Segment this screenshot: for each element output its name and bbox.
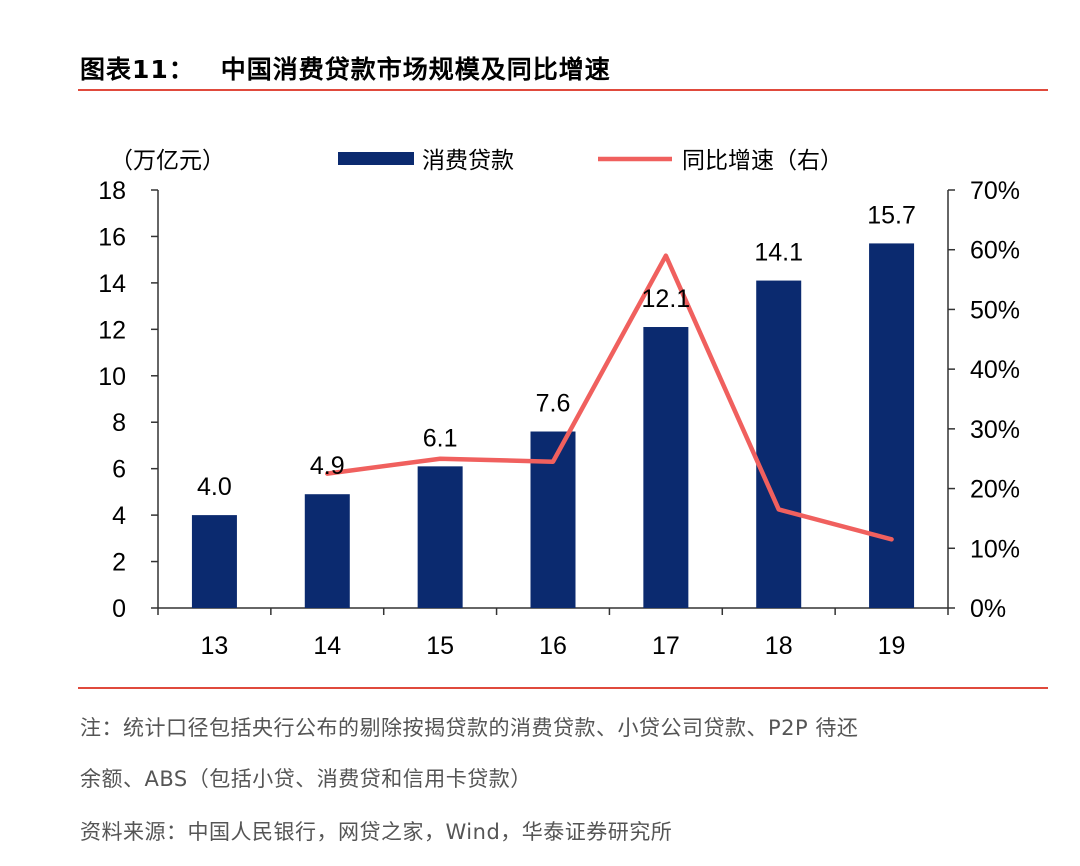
- axes: 0 2 4 6 8 10 12 14 16 18 0% 10% 20% 30% 40% 50% 60% 70% 13…: [98, 148, 1020, 660]
- bar: [756, 280, 802, 608]
- left-axis-tick-label: 16: [98, 223, 126, 251]
- left-axis-tick-label: 12: [98, 316, 126, 344]
- figure-title-text: 中国消费贷款市场规模及同比增速: [220, 55, 611, 84]
- right-axis-tick-label: 40%: [970, 356, 1020, 384]
- figure-title: 图表11： 中国消费贷款市场规模及同比增速: [80, 50, 611, 86]
- x-axis-tick-label: 16: [539, 632, 567, 660]
- bar-value-label: 12.1: [642, 285, 691, 313]
- bar: [191, 515, 237, 608]
- right-axis-tick-label: 70%: [970, 177, 1020, 205]
- bottom-divider: [78, 687, 1048, 689]
- left-axis-tick-label: 10: [98, 363, 126, 391]
- bar: [869, 243, 915, 608]
- right-axis-tick-label: 30%: [970, 416, 1020, 444]
- x-axis-tick-label: 13: [201, 632, 229, 660]
- right-axis-tick-label: 10%: [970, 535, 1020, 563]
- right-axis-tick-label: 60%: [970, 237, 1020, 265]
- legend-label-bar: 消费贷款: [422, 148, 514, 174]
- chart: 消费贷款 同比增速（右） 0 2 4 6 8 10 12 14 16 18 0% 10% 20% 30% 40…: [98, 148, 1020, 660]
- bar: [643, 327, 689, 608]
- bar-value-label: 7.6: [536, 390, 571, 418]
- data-labels: 4.0 4.9 6.1 7.6 12.1 14.1 15.7: [197, 201, 916, 501]
- x-axis-tick-label: 14: [313, 632, 341, 660]
- figure-number: 图表11：: [80, 55, 195, 84]
- note-line-1: 注：统计口径包括央行公布的剔除按揭贷款的消费贷款、小贷公司贷款、P2P 待还: [80, 716, 859, 740]
- source-line: 资料来源：中国人民银行，网贷之家，Wind，华泰证券研究所: [80, 820, 673, 844]
- note-line-2: 余额、ABS（包括小贷、消费贷和信用卡贷款）: [80, 767, 532, 791]
- right-axis-tick-label: 0%: [970, 595, 1006, 623]
- line-series: [325, 253, 894, 542]
- bar-value-label: 4.9: [310, 452, 345, 480]
- legend-label-line: 同比增速（右）: [682, 148, 843, 174]
- legend: 消费贷款 同比增速（右）: [338, 148, 843, 174]
- top-divider: [78, 89, 1048, 91]
- left-axis-tick-label: 4: [112, 502, 126, 530]
- bar-value-label: 6.1: [423, 424, 458, 452]
- bar-value-label: 4.0: [197, 473, 232, 501]
- bar-value-label: 14.1: [754, 239, 803, 267]
- right-axis-tick-label: 50%: [970, 296, 1020, 324]
- x-axis-tick-label: 18: [765, 632, 793, 660]
- left-axis-tick-label: 2: [112, 549, 126, 577]
- left-axis-tick-label: 0: [112, 595, 126, 623]
- left-axis-tick-label: 6: [112, 456, 126, 484]
- x-axis-tick-label: 19: [878, 632, 906, 660]
- left-axis-tick-label: 14: [98, 270, 126, 298]
- right-axis-tick-label: 20%: [970, 476, 1020, 504]
- left-axis-unit-label: （万亿元）: [110, 148, 225, 174]
- x-axis-tick-label: 15: [426, 632, 454, 660]
- growth-rate-line: [325, 253, 894, 542]
- legend-swatch-bar: [338, 152, 414, 165]
- x-axis-tick-label: 17: [652, 632, 680, 660]
- bar-value-label: 15.7: [867, 201, 916, 229]
- bar: [417, 466, 463, 608]
- bar-series: [191, 243, 915, 608]
- bar: [304, 494, 350, 608]
- left-axis-tick-label: 18: [98, 177, 126, 205]
- left-axis-tick-label: 8: [112, 409, 126, 437]
